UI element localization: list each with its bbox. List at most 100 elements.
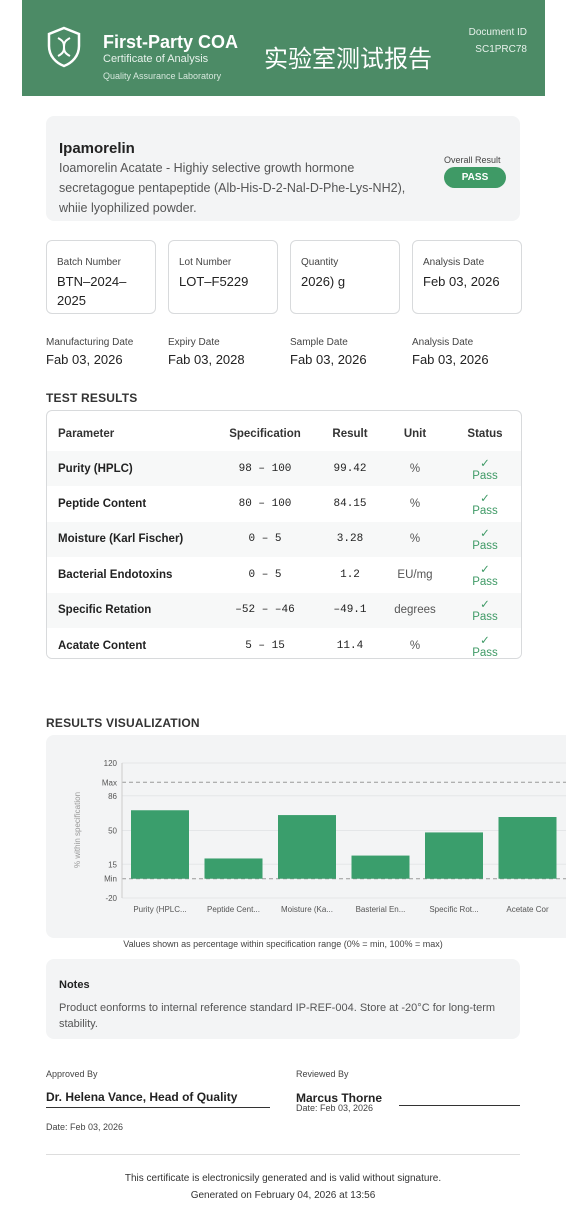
- x-tick-label: Peptide Cent...: [207, 905, 260, 914]
- info-box: Quantity 2026) g: [290, 240, 400, 314]
- cell: ✓ Pass: [472, 634, 498, 659]
- chart-card: % within specification 120 Max 86 50 15 Min -20…: [46, 735, 566, 938]
- chart: % within specification 120 Max 86 50 15 Min -20…: [73, 759, 566, 914]
- cell: %: [409, 639, 421, 652]
- info-value: 2026) g: [301, 274, 346, 289]
- x-tick-label: Moisture (Ka...: [281, 905, 333, 914]
- cell: Peptide Content: [58, 497, 147, 510]
- info-label: Analysis Date: [423, 257, 485, 268]
- table-header: Parameter Specification Result Unit Status: [47, 416, 521, 451]
- cell: ✓ Pass: [472, 492, 498, 517]
- cell: 99.42: [333, 462, 367, 475]
- cell: 11.4: [336, 639, 364, 652]
- cell: 1.2: [340, 568, 360, 581]
- info-box: Analysis Date Feb 03, 2026: [412, 240, 522, 314]
- reviewed-label: Reviewed By: [296, 1069, 349, 1079]
- x-tick-label: Acetate Cor: [506, 905, 549, 914]
- table-row: Acatate Content 5 – 15 11.4% ✓ Pass: [47, 628, 521, 659]
- date-value: Fab 03, 2026: [412, 352, 489, 367]
- x-tick-label: Specific Rot...: [429, 905, 478, 914]
- cell: –49.1: [333, 604, 367, 617]
- info-value: BTN–2024–2025: [57, 274, 127, 308]
- reviewed-date: Date: Feb 03, 2026: [296, 1103, 374, 1113]
- doc-id: SC1PRC78: [475, 44, 527, 55]
- table-row: Moisture (Karl Fischer) 0 – 5 3.28% ✓ Pass: [47, 521, 521, 557]
- cell: %: [409, 497, 421, 510]
- notes-text: Product eonforms to internal reference s…: [59, 1002, 496, 1030]
- approved-name: Dr. Helena Vance, Head of Quality: [46, 1090, 270, 1108]
- results-table: Parameter Specification Result Unit Status Pu…: [46, 410, 522, 659]
- cell: 98 – 100: [238, 462, 292, 475]
- table-row: Purity (HPLC) 98 – 100 99.42% ✓ Pass: [47, 451, 521, 486]
- y-tick-label: Min: [104, 875, 117, 884]
- subtitle: Certificate of Analysis: [103, 53, 209, 65]
- title: First-Party COA: [103, 32, 239, 52]
- date-value: Fab 03, 2026: [290, 352, 367, 367]
- cell: –52 – –46: [235, 604, 295, 617]
- x-tick-label: Purity (HPLC...: [133, 905, 186, 914]
- signature-line: [399, 1105, 520, 1106]
- y-tick-label: 15: [108, 860, 117, 869]
- info-value: LOT–F5229: [179, 274, 249, 289]
- date-label: Manufacturing Date: [46, 337, 134, 348]
- info-box: Lot Number LOT–F5229: [168, 240, 278, 314]
- doc-id-label: Document ID: [468, 27, 527, 38]
- reviewed-name: Marcus Thorne: [296, 1091, 383, 1105]
- table-row: Peptide Content 80 – 100 84.15% ✓ Pass: [47, 486, 521, 522]
- column-header: Status: [467, 427, 503, 440]
- result-label: Overall Result: [444, 155, 501, 165]
- date-label: Sample Date: [290, 337, 348, 348]
- date-value: Fab 03, 2026: [46, 352, 123, 367]
- info-box: Batch Number BTN–2024–2025: [46, 240, 156, 314]
- column-header: Specification: [229, 427, 301, 440]
- bar: [204, 858, 263, 879]
- cell: Specific Retation: [58, 604, 152, 617]
- cell: EU/mg: [397, 568, 433, 581]
- info-label: Lot Number: [179, 257, 232, 268]
- bar: [351, 855, 410, 879]
- cell: ✓ Pass: [472, 599, 498, 624]
- cell: %: [409, 462, 421, 475]
- x-tick-label: Basterial En...: [356, 905, 406, 914]
- divider: [46, 1154, 520, 1155]
- bar: [498, 817, 557, 879]
- footer-line2: Generated on February 04, 2026 at 13:56: [190, 1190, 376, 1201]
- date-value: Fab 03, 2028: [168, 352, 245, 367]
- product-desc: Ioamorelin Acatate - Highiy selective gr…: [59, 161, 406, 215]
- column-header: Parameter: [58, 427, 115, 440]
- date-label: Analysis Date: [412, 337, 474, 348]
- notes-card: Notes Product eonforms to internal refer…: [46, 959, 520, 1039]
- cell: Bacterial Endotoxins: [58, 568, 173, 581]
- header-bar: First-Party COA Certificate of Analysis …: [22, 0, 545, 96]
- info-value: Feb 03, 2026: [423, 274, 500, 289]
- cell: 80 – 100: [238, 497, 292, 510]
- y-tick-label: Max: [102, 778, 117, 787]
- logo: [47, 26, 81, 68]
- title-cn: 实验室测试报告: [264, 46, 432, 73]
- notes-title: Notes: [59, 979, 90, 991]
- y-tick-label: 50: [108, 827, 117, 836]
- bar: [131, 810, 189, 879]
- approved-date: Date: Feb 03, 2026: [46, 1122, 124, 1132]
- cell: Moisture (Karl Fischer): [58, 533, 184, 546]
- lab: Quality Assurance Laboratory: [103, 71, 222, 81]
- table-row: Specific Retation –52 – –46 –49.1 degrees ✓ …: [47, 592, 521, 628]
- chart-title: RESULTS VISUALIZATION: [46, 716, 200, 730]
- bar: [278, 815, 336, 879]
- date-label: Expiry Date: [168, 337, 220, 348]
- info-label: Quantity: [301, 257, 339, 268]
- chart-caption: Values shown as percentage within specif…: [123, 939, 443, 949]
- cell: ✓ Pass: [472, 563, 498, 588]
- product-card: Ipamorelin Ioamorelin Acatate - Highiy s…: [46, 116, 520, 221]
- cell: Purity (HPLC): [58, 462, 133, 475]
- cell: Acatate Content: [58, 639, 147, 652]
- y-axis-label: % within specification: [73, 792, 82, 868]
- product-name: Ipamorelin: [59, 140, 135, 157]
- cell: degrees: [394, 604, 436, 617]
- cell: 0 – 5: [248, 568, 282, 581]
- result-badge: PASS: [444, 167, 506, 188]
- y-tick-label: 120: [104, 759, 118, 768]
- tests-title: TEST RESULTS: [46, 391, 138, 405]
- cell: 84.15: [333, 497, 367, 510]
